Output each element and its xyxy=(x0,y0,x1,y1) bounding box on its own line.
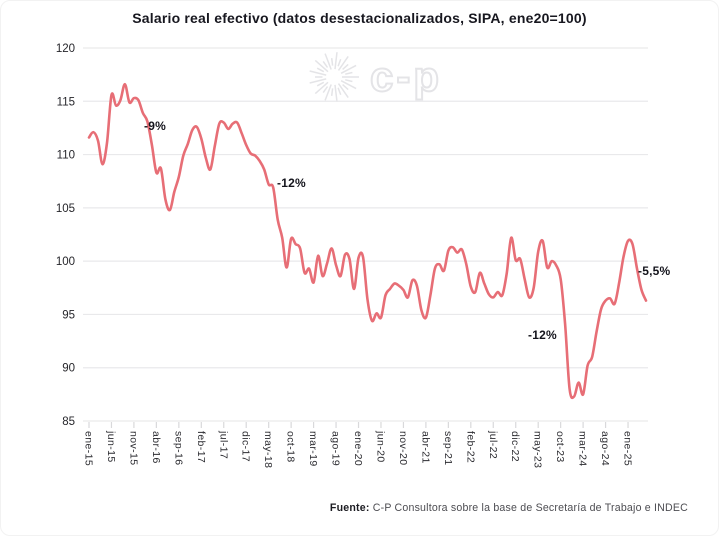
svg-text:ene-20: ene-20 xyxy=(352,431,364,466)
svg-text:jul-22: jul-22 xyxy=(487,430,499,459)
svg-text:oct-23: oct-23 xyxy=(554,431,566,463)
svg-text:ene-25: ene-25 xyxy=(622,431,634,466)
annotation-drop-5-5pct: -5,5% xyxy=(638,264,671,278)
source-text: C-P Consultora sobre la base de Secretar… xyxy=(372,502,688,514)
svg-text:jul-17: jul-17 xyxy=(217,430,229,459)
svg-text:abr-21: abr-21 xyxy=(419,431,431,464)
svg-text:jun-15: jun-15 xyxy=(105,430,117,463)
svg-text:jun-20: jun-20 xyxy=(375,430,387,463)
svg-text:ago-19: ago-19 xyxy=(330,431,342,466)
svg-text:abr-16: abr-16 xyxy=(150,431,162,464)
svg-text:sep-21: sep-21 xyxy=(442,431,454,466)
svg-text:mar-24: mar-24 xyxy=(577,431,589,467)
svg-text:sep-16: sep-16 xyxy=(172,431,184,466)
svg-text:110: 110 xyxy=(57,150,75,162)
svg-text:100: 100 xyxy=(56,256,75,268)
svg-text:dic-22: dic-22 xyxy=(509,431,521,462)
svg-text:90: 90 xyxy=(62,363,75,375)
svg-text:oct-18: oct-18 xyxy=(285,431,297,463)
svg-text:95: 95 xyxy=(62,309,75,321)
svg-text:may-18: may-18 xyxy=(262,431,274,468)
svg-text:nov-15: nov-15 xyxy=(127,431,139,466)
annotation-drop-9pct: -9% xyxy=(144,119,166,133)
svg-text:dic-17: dic-17 xyxy=(240,431,252,462)
svg-text:nov-20: nov-20 xyxy=(397,431,409,466)
svg-text:115: 115 xyxy=(57,96,75,108)
annotation-drop-12pct-2018: -12% xyxy=(277,176,306,190)
svg-text:85: 85 xyxy=(62,416,75,428)
svg-text:120: 120 xyxy=(56,43,75,55)
svg-text:feb-17: feb-17 xyxy=(195,431,207,463)
svg-text:105: 105 xyxy=(56,203,75,215)
source-label: Fuente: xyxy=(329,502,370,514)
chart-title: Salario real efectivo (datos desestacion… xyxy=(132,10,587,26)
svg-text:ago-24: ago-24 xyxy=(599,431,611,466)
annotation-drop-12pct-2023: -12% xyxy=(528,328,557,342)
source-footer: Fuente: C-P Consultora sobre la base de … xyxy=(1,502,688,514)
svg-text:may-23: may-23 xyxy=(532,431,544,468)
svg-text:ene-15: ene-15 xyxy=(83,431,95,466)
svg-text:feb-22: feb-22 xyxy=(464,431,476,463)
svg-text:mar-19: mar-19 xyxy=(307,431,319,467)
